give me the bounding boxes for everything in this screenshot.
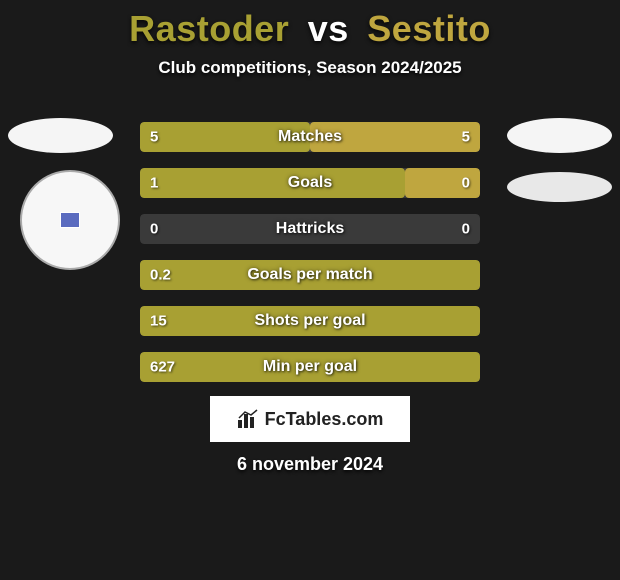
player1-avatar-circle bbox=[20, 170, 120, 270]
stat-left-value: 5 bbox=[150, 129, 158, 146]
stat-row: Min per goal 627 bbox=[140, 352, 480, 382]
stat-row: Goals per match 0.2 bbox=[140, 260, 480, 290]
stat-row: Shots per goal 15 bbox=[140, 306, 480, 336]
stat-right-value: 5 bbox=[462, 129, 470, 146]
player1-badge-ellipse bbox=[8, 118, 113, 153]
stat-right-value: 0 bbox=[462, 221, 470, 238]
stat-row: Matches 5 5 bbox=[140, 122, 480, 152]
stat-left-value: 0 bbox=[150, 221, 158, 238]
player1-jersey-icon bbox=[60, 212, 80, 228]
stat-left-value: 0.2 bbox=[150, 267, 171, 284]
stat-left-value: 15 bbox=[150, 313, 167, 330]
stat-label: Goals per match bbox=[247, 266, 372, 284]
logo-text: FcTables.com bbox=[265, 409, 384, 430]
player2-badge-ellipse bbox=[507, 118, 612, 153]
stat-row: Hattricks 0 0 bbox=[140, 214, 480, 244]
stat-row: Goals 1 0 bbox=[140, 168, 480, 198]
source-logo: FcTables.com bbox=[210, 396, 410, 442]
stat-left-value: 1 bbox=[150, 175, 158, 192]
stat-label: Shots per goal bbox=[254, 312, 365, 330]
stat-right-value: 0 bbox=[462, 175, 470, 192]
player1-name: Rastoder bbox=[129, 8, 289, 49]
stat-left-value: 627 bbox=[150, 359, 175, 376]
player2-name: Sestito bbox=[367, 8, 491, 49]
stat-left-fill bbox=[140, 168, 405, 198]
subtitle: Club competitions, Season 2024/2025 bbox=[0, 58, 620, 78]
stat-label: Matches bbox=[278, 128, 342, 146]
stat-label: Min per goal bbox=[263, 358, 357, 376]
stats-table: Matches 5 5 Goals 1 0 Hattricks 0 0 Goals per mat… bbox=[140, 122, 480, 398]
bars-icon bbox=[237, 408, 259, 430]
comparison-title: Rastoder vs Sestito bbox=[0, 0, 620, 50]
date-label: 6 november 2024 bbox=[0, 454, 620, 475]
stat-label: Hattricks bbox=[276, 220, 344, 238]
stat-label: Goals bbox=[288, 174, 332, 192]
vs-text: vs bbox=[308, 8, 349, 49]
player2-secondary-ellipse bbox=[507, 172, 612, 202]
